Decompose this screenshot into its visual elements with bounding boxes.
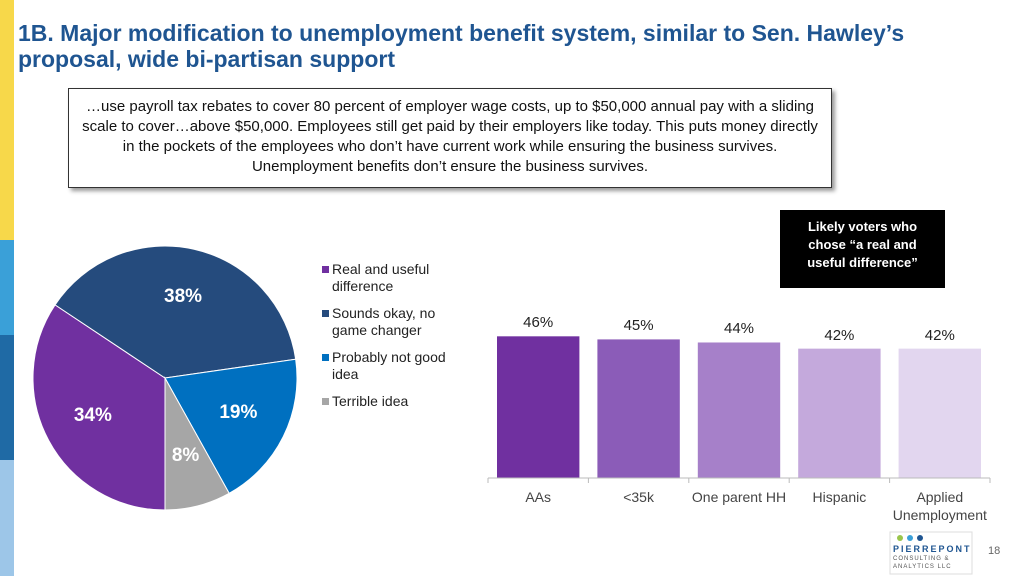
logo-box [889,531,973,575]
logo-tagline: CONSULTING & ANALYTICS LLC [893,556,952,570]
legend-swatch [322,354,329,361]
slide-title: 1B. Major modification to unemployment b… [18,20,905,72]
bar [697,342,781,478]
legend-swatch [322,398,329,405]
side-strip [0,460,14,576]
legend-label: Sounds okay, no game changer [332,305,436,338]
callout: Likely voters who chose “a real and usef… [780,210,945,288]
legend-label: Terrible idea [332,393,409,409]
logo-dot [917,535,923,541]
bar-value-label: 42% [824,326,855,344]
x-tick-label: Hispanic [812,489,867,505]
slice-label: 38% [164,286,203,308]
legend-swatch [322,310,329,317]
slice-label: 19% [219,402,258,424]
side-strip [0,240,14,335]
slice-label: 34% [73,404,112,426]
x-tick-label: AAs [525,489,552,505]
legend-label: Probably not good idea [332,349,446,382]
quote-box: …use payroll tax rebates to cover 80 per… [68,88,832,188]
x-tick-label: One parent HH [691,489,787,505]
page-number: 18 [988,545,1001,557]
bar [597,339,680,478]
pie-slice [164,358,298,495]
bar-value-label: 44% [723,320,755,338]
pie-slice [54,245,297,379]
slice-label: 8% [171,445,200,467]
bar-value-label: 45% [623,317,654,335]
pie-slice [164,376,230,511]
bar [798,348,881,478]
bar [497,336,580,478]
side-strip [0,335,14,460]
bar-value-label: 46% [523,314,554,332]
x-tick-label: <35k [623,489,654,505]
legend-label: Real and useful difference [332,261,430,294]
logo-dot [897,535,903,541]
x-tick-label: Applied Unemployment [892,489,987,523]
side-strip [0,0,14,240]
logo-dot [907,535,913,541]
bar-value-label: 42% [924,326,955,344]
logo-name: PIERREPONT [893,544,972,554]
bar [898,348,981,478]
legend-swatch [322,266,329,273]
